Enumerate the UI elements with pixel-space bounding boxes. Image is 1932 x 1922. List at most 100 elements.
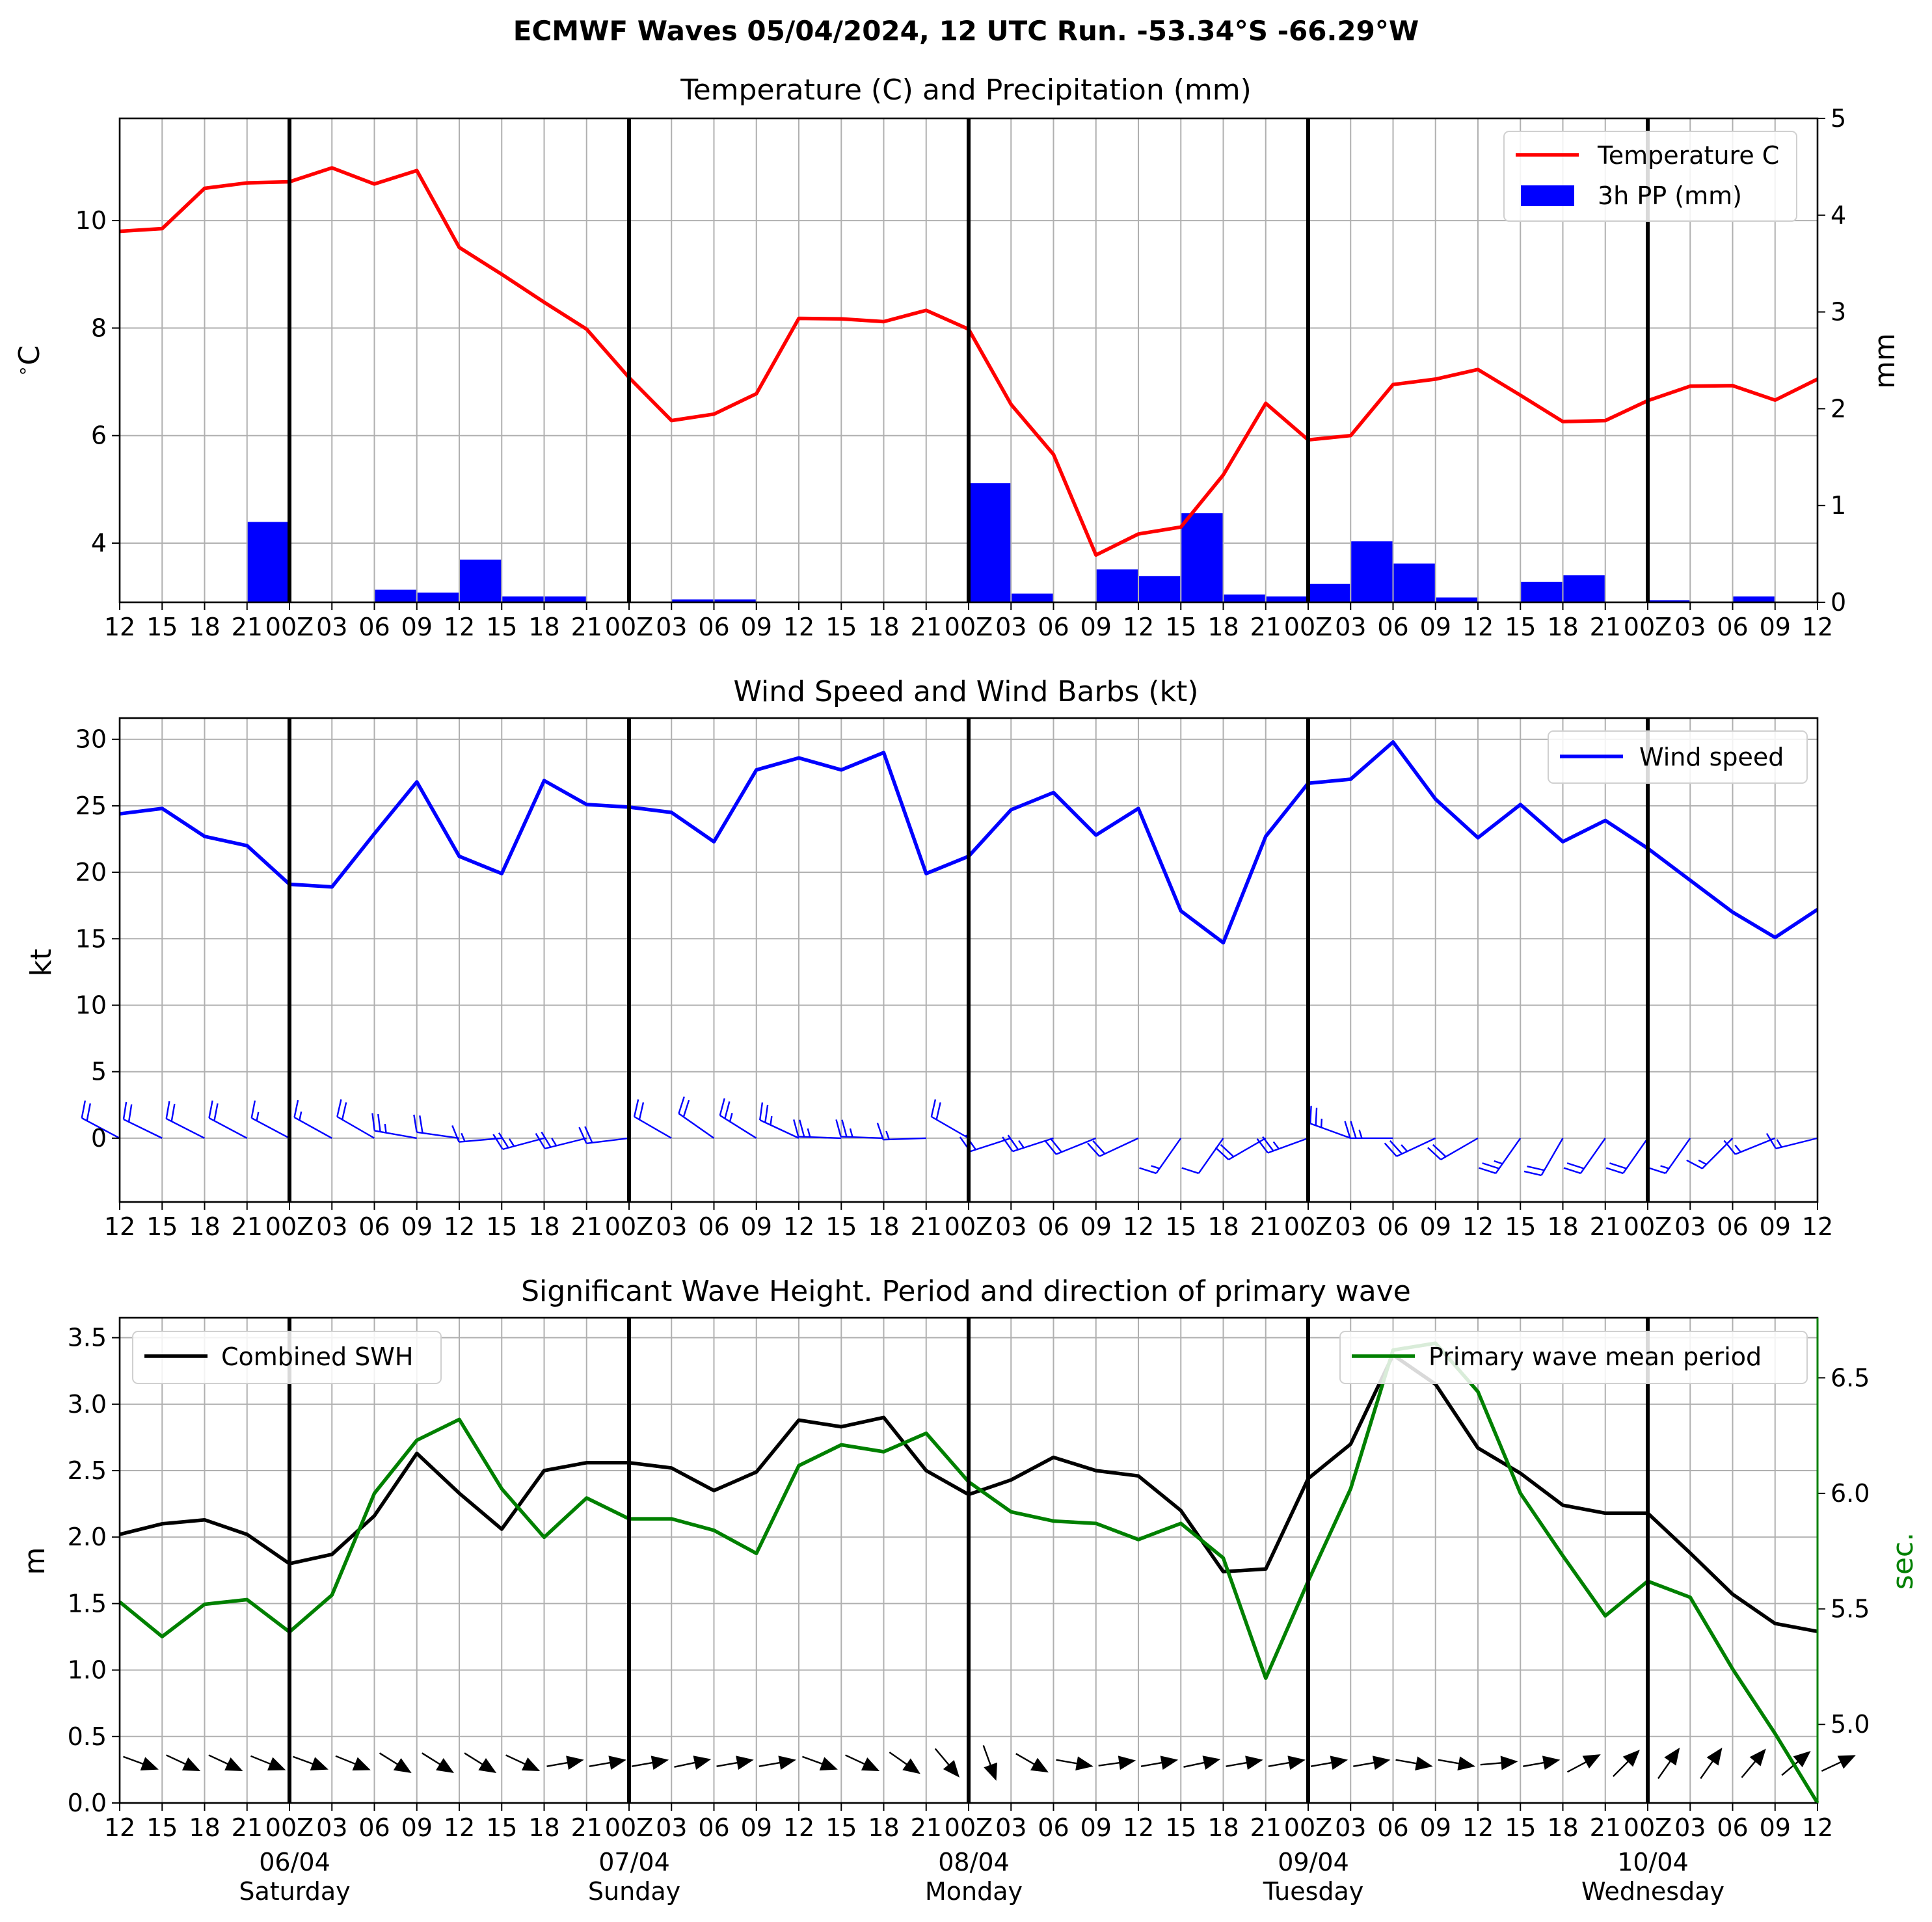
x-tick-label: 00Z <box>605 613 653 641</box>
legend-precip-patch <box>1521 185 1574 206</box>
day-date-label: 06/04 <box>259 1848 330 1876</box>
x-tick-label: 00Z <box>1624 1813 1672 1842</box>
wave-arrow-head <box>943 1759 960 1778</box>
wind-barb-half-feather <box>1018 1140 1025 1149</box>
wind-barb-feather <box>841 1119 848 1138</box>
wind-barb <box>1344 1121 1393 1140</box>
x-tick-label: 12 <box>1802 613 1833 641</box>
precip-bar <box>1436 597 1477 602</box>
wind-barb-feather <box>1648 1167 1666 1175</box>
x-tick-label: 06 <box>1038 1813 1069 1842</box>
wave-direction-arrow <box>1183 1755 1221 1770</box>
precip-bar <box>417 593 459 602</box>
wind-barb-shaft <box>634 1115 672 1139</box>
x-tick-label: 00Z <box>1284 613 1332 641</box>
x-tick-label: 12 <box>444 1813 475 1842</box>
wind-barb-feather <box>1427 1147 1442 1160</box>
wind-barb <box>165 1101 206 1139</box>
wind-barb <box>1256 1136 1309 1154</box>
x-tick-label: 09 <box>1760 1212 1791 1241</box>
wave-direction-arrow <box>1015 1753 1049 1773</box>
wind-barb-feather <box>1181 1167 1200 1175</box>
wind-barb-feather <box>451 1125 460 1143</box>
x-tick-label: 06 <box>358 613 390 641</box>
x-tick-label: 00Z <box>265 1212 314 1241</box>
x-tick-label: 00Z <box>265 1813 314 1842</box>
wave-arrow-head <box>984 1762 997 1781</box>
wave-arrow-head <box>1202 1755 1221 1770</box>
wave-direction-arrow <box>1741 1748 1766 1778</box>
wind-barb <box>1765 1132 1818 1150</box>
x-tick-label: 18 <box>1207 613 1239 641</box>
wind-barb-feather <box>336 1099 342 1117</box>
wave-arrow-head <box>608 1755 626 1770</box>
wind-barb-feather <box>1350 1121 1357 1139</box>
x-tick-label: 21 <box>571 613 602 641</box>
wave-direction-arrow <box>1613 1750 1640 1778</box>
x-tick-label: 21 <box>1590 1212 1621 1241</box>
wave-arrow-head <box>1793 1751 1811 1768</box>
x-tick-label: 21 <box>571 1212 602 1241</box>
panel3-legend-period: Primary wave mean period <box>1339 1331 1808 1384</box>
precip-bar <box>1266 596 1308 602</box>
x-tick-label: 21 <box>1590 613 1621 641</box>
wind-barb <box>1723 1137 1776 1155</box>
wave-direction-arrow <box>208 1754 243 1771</box>
wave-arrow-head <box>1749 1748 1766 1767</box>
panel2-title: Wind Speed and Wind Barbs (kt) <box>734 675 1199 708</box>
wind-barb-shaft <box>123 1118 163 1139</box>
x-tick-label: 15 <box>146 1212 178 1241</box>
precip-bar <box>1351 541 1393 602</box>
wind-barb-half-feather <box>551 1138 557 1147</box>
wind-barb-shaft <box>208 1117 248 1139</box>
x-tick-label: 12 <box>1123 1813 1154 1842</box>
x-tick-label: 06 <box>1717 1212 1748 1241</box>
wave-direction-arrow <box>505 1754 541 1771</box>
wave-direction-arrow <box>889 1752 920 1774</box>
x-tick-label: 00Z <box>945 613 993 641</box>
panel3-legend-swh: Combined SWH <box>132 1331 442 1384</box>
y-tick-label: 0.5 <box>68 1722 107 1751</box>
y-tick-label: 0 <box>91 1124 107 1153</box>
x-tick-label: 09 <box>1420 1813 1451 1842</box>
x-tick-label: 18 <box>189 1813 220 1842</box>
x-tick-label: 15 <box>825 613 857 641</box>
wind-barb-feather <box>1482 1162 1499 1169</box>
x-tick-label: 18 <box>1207 1813 1239 1842</box>
wave-arrow-head <box>819 1757 838 1771</box>
wave-direction-arrow <box>631 1755 669 1770</box>
x-tick-label: 09 <box>741 1813 772 1842</box>
wind-barb <box>1686 1138 1734 1169</box>
x-tick-label: 15 <box>486 1813 517 1842</box>
legend-temperature-label: Temperature C <box>1597 141 1779 170</box>
y-tick-label: 10 <box>75 991 107 1019</box>
wind-barb-feather <box>935 1102 941 1120</box>
wind-barb-feather <box>1049 1138 1062 1153</box>
wind-barb <box>793 1119 842 1140</box>
precip-bar <box>1733 596 1775 602</box>
wind-barb-feather <box>371 1113 375 1131</box>
wind-barb-feather <box>419 1115 423 1134</box>
x-tick-label: 15 <box>825 1212 857 1241</box>
wind-barb <box>122 1101 163 1139</box>
wave-direction-arrow <box>801 1755 838 1771</box>
x-tick-label: 21 <box>232 613 263 641</box>
x-tick-label: 03 <box>656 1813 687 1842</box>
wind-barb-shaft <box>1540 1138 1564 1176</box>
x-tick-label: 03 <box>995 1813 1026 1842</box>
wave-arrow-head <box>181 1757 201 1771</box>
wind-barb-feather <box>799 1119 805 1138</box>
wind-barb-feather <box>165 1101 170 1119</box>
y-tick-label-right: 6.0 <box>1831 1479 1870 1508</box>
wind-barb-shaft <box>1099 1137 1139 1157</box>
wave-arrow-head <box>566 1755 584 1770</box>
wave-direction-arrow <box>1226 1755 1263 1770</box>
wind-barb-feather <box>1563 1167 1581 1175</box>
wave-arrow-head <box>478 1757 497 1774</box>
wind-barb <box>758 1102 799 1139</box>
wave-direction-arrow <box>845 1754 880 1771</box>
x-tick-label: 21 <box>1250 613 1281 641</box>
x-tick-label: 18 <box>1547 613 1578 641</box>
wind-barb <box>1181 1138 1224 1175</box>
y-tick-label: 2.5 <box>68 1456 107 1485</box>
